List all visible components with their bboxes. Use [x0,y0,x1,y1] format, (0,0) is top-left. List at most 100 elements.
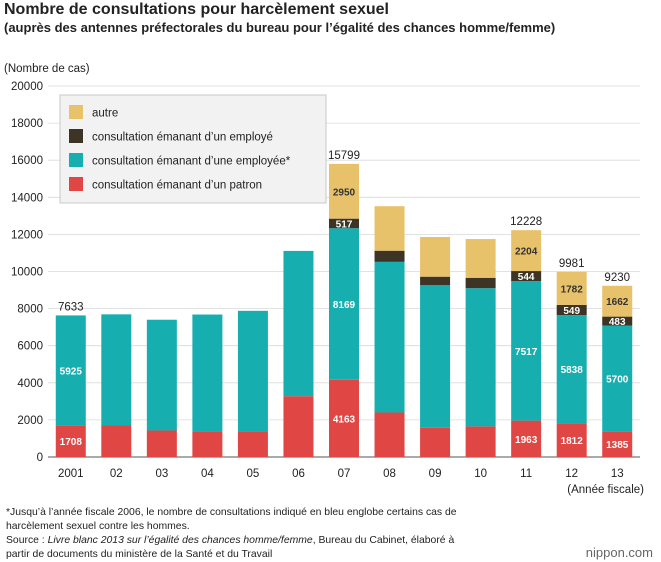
source-suffix: , Bureau du Cabinet, élaboré à [312,535,455,546]
bar-segment [101,314,132,426]
bar-segment [192,314,223,432]
bar-segment [283,396,314,457]
data-label: 517 [336,219,353,230]
brand-logo[interactable]: nippon.com [585,545,653,560]
legend-swatch [69,105,83,119]
bar-segment [465,239,496,278]
legend-label: consultation émanant d’un patron [92,180,262,192]
y-tick-label: 10000 [11,267,43,279]
data-label: 1708 [60,437,83,448]
bar-segment [374,250,405,262]
legend-box [59,94,327,204]
bar-segment [511,420,542,457]
bar-segment [465,426,496,457]
y-tick-label: 6000 [17,341,43,353]
bar-segment [511,271,542,282]
legend-swatch [69,153,83,167]
chart-notes: *Jusqu’à l’année fiscale 2006, le nombre… [6,506,546,562]
x-tick-label: 07 [338,468,351,480]
data-label: 5838 [561,365,584,376]
total-label: 9230 [604,272,630,284]
bar-segment [602,316,633,326]
bar-segment [374,206,405,251]
x-tick-label: 10 [474,468,487,480]
bar-segment [556,315,587,424]
data-label: 549 [563,306,580,317]
bar-segment [237,310,268,432]
chart-title: Nombre de consultations pour harcèlement… [4,1,389,18]
chart-subtitle: (auprès des antennes préfectorales du bu… [4,20,556,35]
data-label: 5700 [606,374,629,385]
x-tick-label: 11 [520,468,532,480]
source-prefix: Source : [6,535,48,546]
data-label: 1812 [561,436,584,447]
note-line-1: *Jusqu’à l’année fiscale 2006, le nombre… [6,507,457,518]
legend-swatch [69,129,83,143]
total-label: 12228 [510,216,542,228]
y-tick-label: 0 [37,452,43,464]
y-tick-label: 18000 [11,118,43,130]
bar-segment [329,379,359,457]
x-axis-label: (Année fiscale) [567,484,644,496]
bar-segment [602,431,633,457]
bar-segment [602,285,633,317]
bar-segment [55,425,86,457]
data-label: 2204 [515,247,538,258]
bar-segment [602,325,633,432]
source-line-2: partir de documents du ministère de la S… [6,549,273,560]
bar-segment [329,228,359,380]
bar-segment [556,271,587,305]
x-tick-label: 08 [383,468,396,480]
total-label: 7633 [58,301,84,313]
data-label: 2950 [333,187,356,198]
x-tick-label: 04 [201,468,214,480]
bar-segment [329,163,359,219]
data-label: 1782 [561,284,584,295]
bar-segment [101,425,132,457]
data-label: 544 [518,272,535,283]
bar-segment [511,230,542,272]
bar-segment [465,277,496,289]
y-axis-label: (Nombre de cas) [4,63,90,75]
y-tick-label: 4000 [17,378,43,390]
total-label: 15799 [328,150,360,162]
y-tick-label: 2000 [17,415,43,427]
y-tick-label: 20000 [11,81,43,93]
source-title: Livre blanc 2013 sur l’égalité des chanc… [47,535,313,546]
bar-segment [420,276,451,286]
bar-segment [374,412,405,457]
stacked-bar-chart: 0 2000 4000 6000 8000 10000 12000 14000 16000 180… [4,63,644,496]
x-tick-label: 13 [611,468,624,480]
legend-label: consultation émanant d’une employée* [92,156,291,168]
data-label: 1662 [606,297,629,308]
bar-segment [55,315,86,426]
bar-segment [283,250,314,397]
note-line-2: harcèlement sexuel contre les hommes. [6,521,190,532]
bar-segment [556,423,587,457]
x-tick-label: 02 [110,468,123,480]
y-tick-label: 14000 [11,192,43,204]
data-label: 1385 [606,440,629,451]
x-tick-label: 12 [565,468,578,480]
bar-segment [420,285,451,428]
y-tick-label: 8000 [17,304,43,316]
x-tick-label: 06 [292,468,305,480]
data-label: 8169 [333,300,356,311]
data-label: 4163 [333,414,356,425]
bar-segment [329,218,359,229]
bar-segment [237,431,268,457]
legend-swatch [69,177,83,191]
total-label: 9981 [559,258,585,270]
y-tick-label: 16000 [11,155,43,167]
bar-segment [420,236,451,277]
bar-segment [556,304,587,316]
bar-segment [420,427,451,457]
data-label: 5925 [60,366,83,377]
data-label: 7517 [515,347,538,358]
legend-label: autre [92,108,118,120]
bar-segment [192,431,223,457]
bar-segment [465,288,496,427]
data-label: 483 [609,317,626,328]
bar-segment [511,281,542,421]
x-tick-label: 03 [155,468,168,480]
